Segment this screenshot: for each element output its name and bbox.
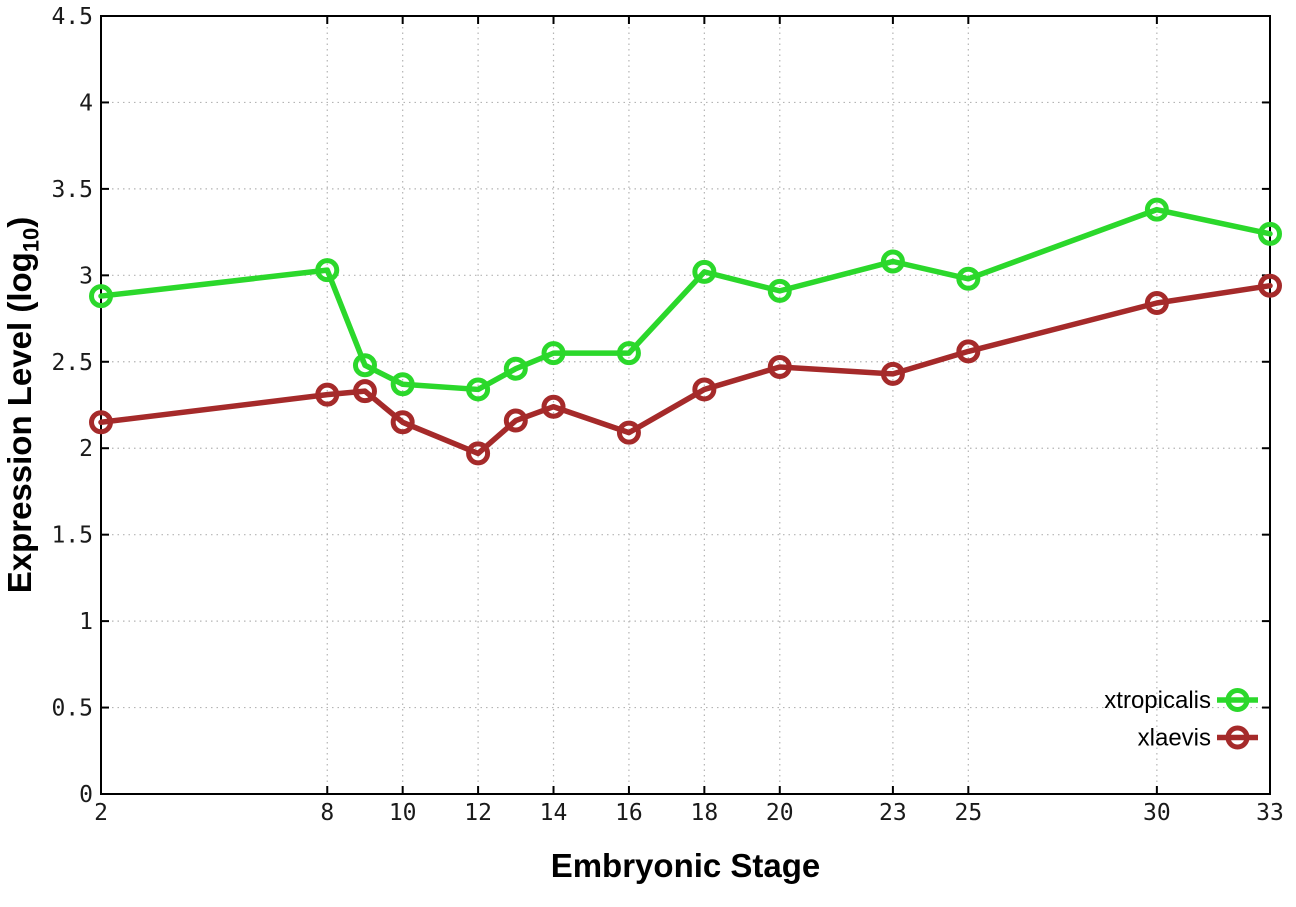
- data-point-xtropicalis: [89, 284, 113, 309]
- y-tick-label: 0: [79, 782, 93, 808]
- data-point-xlaevis: [767, 354, 792, 379]
- data-point-xlaevis: [352, 379, 377, 404]
- data-point-xtropicalis: [692, 259, 717, 284]
- data-point-xlaevis: [466, 441, 491, 466]
- y-tick-label: 3: [79, 263, 93, 289]
- x-tick-label: 25: [954, 800, 982, 826]
- data-point-xtropicalis: [352, 353, 377, 378]
- data-point-xtropicalis: [315, 258, 340, 283]
- legend-marker-xtropicalis: [1225, 688, 1250, 712]
- x-tick-label: 10: [389, 800, 417, 826]
- data-point-xtropicalis: [1144, 197, 1169, 222]
- data-point-xlaevis: [315, 382, 340, 407]
- x-tick-label: 30: [1143, 800, 1171, 826]
- data-point-xlaevis: [541, 394, 566, 419]
- series-line-xlaevis: [98, 282, 1273, 457]
- y-tick-label: 2.5: [51, 350, 93, 376]
- data-point-xtropicalis: [767, 278, 792, 303]
- y-tick-label: 4: [79, 90, 93, 116]
- data-point-xtropicalis: [390, 372, 415, 397]
- x-tick-label: 18: [691, 800, 719, 826]
- x-tick-label: 12: [464, 800, 492, 826]
- data-point-xtropicalis: [466, 377, 491, 402]
- y-tick-label: 0.5: [51, 696, 93, 722]
- data-point-xtropicalis: [616, 341, 641, 366]
- data-point-xlaevis: [390, 410, 415, 435]
- data-point-xtropicalis: [503, 356, 528, 381]
- series-line-xtropicalis: [98, 206, 1273, 393]
- data-point-xlaevis: [616, 420, 641, 445]
- x-tick-label: 33: [1256, 800, 1284, 826]
- x-axis-title: Embryonic Stage: [550, 847, 821, 884]
- legend-label-xlaevis: xlaevis: [1138, 725, 1211, 752]
- y-axis-title-subscript: 10: [18, 227, 44, 253]
- data-point-xlaevis: [956, 339, 981, 364]
- y-axis-title: Expression Level (log10): [0, 105, 44, 705]
- data-point-xlaevis: [503, 408, 528, 433]
- data-point-xtropicalis: [541, 341, 566, 366]
- y-tick-label: 1.5: [51, 523, 93, 549]
- y-tick-label: 1: [79, 609, 93, 635]
- y-axis-title-close: ): [1, 216, 38, 228]
- x-tick-label: 2: [94, 800, 108, 826]
- data-point-xlaevis: [1144, 290, 1169, 315]
- y-tick-label: 2: [79, 436, 93, 462]
- data-point-xtropicalis: [880, 249, 905, 274]
- x-tick-label: 14: [540, 800, 568, 826]
- data-point-xlaevis: [692, 377, 717, 402]
- data-point-xtropicalis: [956, 266, 981, 291]
- x-tick-label: 20: [766, 800, 794, 826]
- x-tick-label: 16: [615, 800, 643, 826]
- data-point-xlaevis: [1258, 273, 1282, 298]
- legend-marker-xlaevis: [1225, 725, 1250, 750]
- x-tick-label: 8: [320, 800, 334, 826]
- y-axis-title-main: Expression Level (log: [1, 252, 38, 594]
- plot-border: [100, 15, 1271, 795]
- x-tick-label: 23: [879, 800, 907, 826]
- data-point-xlaevis: [89, 410, 113, 435]
- legend-label-xtropicalis: xtropicalis: [1104, 687, 1211, 714]
- y-tick-label: 3.5: [51, 177, 93, 203]
- data-point-xlaevis: [880, 361, 905, 386]
- y-tick-label: 4.5: [51, 4, 93, 30]
- data-point-xtropicalis: [1258, 221, 1282, 246]
